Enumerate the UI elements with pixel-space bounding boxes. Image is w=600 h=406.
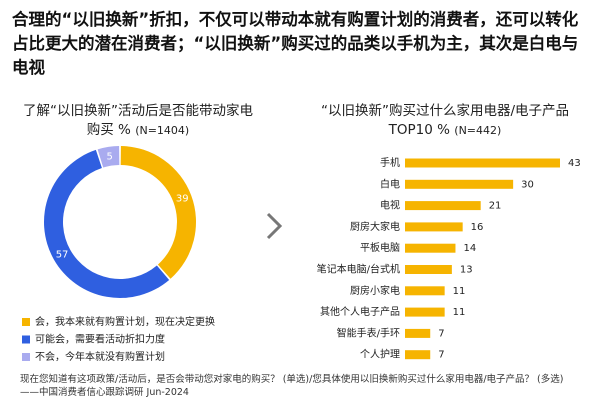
bar xyxy=(405,222,463,232)
legend-label: 会，我本来就有购置计划，现在决定更换 xyxy=(35,315,215,328)
bar xyxy=(405,307,445,317)
chart-title-block: “以旧换新”购买过什么家用电器/电子产品TOP10 % (N=442) xyxy=(310,102,580,140)
category-label: 厨房小家电 xyxy=(350,284,400,297)
data-label: 30 xyxy=(521,179,534,190)
footnote: 现在您知道有这项政策/活动后，是否会带动您对家电的购买？ (单选)/您具体使用以… xyxy=(20,374,564,398)
category-label: 笔记本电脑/台式机 xyxy=(317,263,400,276)
bar xyxy=(405,201,481,211)
category-label: 电视 xyxy=(380,199,400,212)
category-label: 其他个人电子产品 xyxy=(320,305,400,318)
legend-swatch xyxy=(22,318,30,326)
data-label: 43 xyxy=(568,158,581,169)
category-label: 智能手表/手环 xyxy=(337,326,400,339)
category-label: 手机 xyxy=(380,156,400,169)
category-label: 个人护理 xyxy=(360,348,400,361)
data-label: 57 xyxy=(56,250,69,261)
bar xyxy=(405,158,560,168)
donut-segment xyxy=(120,146,197,279)
category-label: 平板电脑 xyxy=(360,241,400,254)
category-label: 白电 xyxy=(380,177,400,190)
bar xyxy=(405,350,431,360)
category-label: 厨房大家电 xyxy=(350,220,400,233)
arrow xyxy=(266,212,283,240)
chart-title-block: 了解“以旧换新”活动后是否能带动家电购买 % (N=1404) xyxy=(18,102,258,140)
legend-swatch xyxy=(22,353,30,361)
data-label: 16 xyxy=(471,222,484,233)
bar xyxy=(405,179,514,189)
page-title: 合理的“以旧换新”折扣，不仅可以带动本就有购置计划的消费者，还可以转化占比更大的… xyxy=(12,10,579,77)
chart-title: 了解“以旧换新”活动后是否能带动家电购买 % xyxy=(23,103,253,138)
bar xyxy=(405,265,452,274)
data-label: 7 xyxy=(438,350,444,361)
data-label: 14 xyxy=(463,243,476,254)
data-label: 21 xyxy=(489,201,502,212)
data-label: 7 xyxy=(438,328,444,339)
legend-label: 可能会，需要看活动折扣力度 xyxy=(35,333,165,346)
data-label: 39 xyxy=(176,194,189,205)
data-label: 11 xyxy=(453,286,466,297)
chart-title: “以旧换新”购买过什么家用电器/电子产品TOP10 % xyxy=(320,103,570,138)
data-label: 5 xyxy=(107,151,113,162)
data-label: 11 xyxy=(453,307,466,318)
donut-segment xyxy=(43,149,170,299)
donut-segment xyxy=(97,146,120,168)
bar xyxy=(405,328,431,338)
bar xyxy=(405,286,445,296)
legend-label: 不会，今年本就没有购置计划 xyxy=(35,350,165,363)
data-label: 13 xyxy=(460,265,473,276)
chart-subtitle: (N=1404) xyxy=(135,124,190,137)
legend-swatch xyxy=(22,335,30,344)
bar xyxy=(405,243,456,253)
chart-subtitle: (N=442) xyxy=(454,124,502,137)
